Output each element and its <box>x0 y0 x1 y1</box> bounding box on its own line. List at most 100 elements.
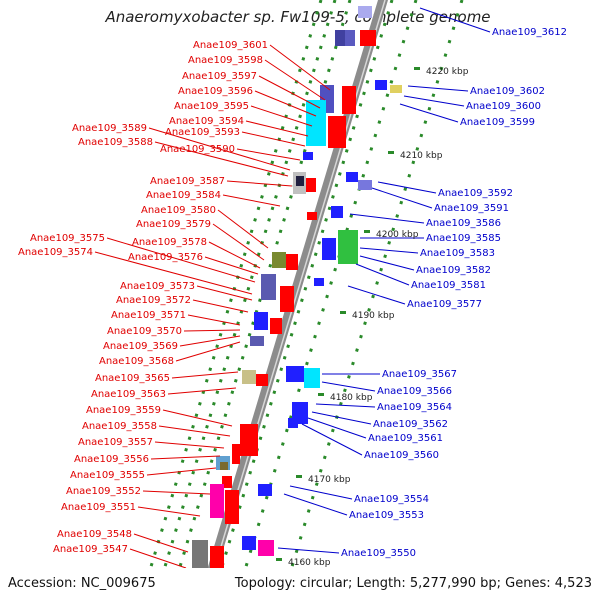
label-connector-forward <box>245 120 309 137</box>
label-connector-forward <box>133 533 189 553</box>
gene-box <box>258 540 274 556</box>
label-connector-reverse <box>407 85 469 92</box>
label-connector-forward <box>226 180 293 187</box>
label-connector-forward <box>148 127 291 171</box>
label-connector-reverse <box>289 485 353 500</box>
gene-label-forward: Anae109_3588 <box>78 137 153 148</box>
gene-box <box>345 30 355 46</box>
kbp-tick-label: 4210 kbp <box>400 151 443 161</box>
label-connector-reverse <box>301 423 363 456</box>
gene-label-reverse: Anae109_3561 <box>368 433 443 444</box>
gene-label-forward: Anae109_3551 <box>61 502 136 513</box>
gene-box <box>331 206 343 218</box>
gene-label-forward: Anae109_3593 <box>165 127 240 138</box>
gene-box <box>314 278 324 286</box>
gene-box <box>358 6 372 18</box>
guide-band <box>139 0 323 600</box>
gene-label-forward: Anae109_3580 <box>141 205 216 216</box>
gene-label-forward: Anae109_3572 <box>116 295 191 306</box>
gene-label-reverse: Anae109_3550 <box>341 548 416 559</box>
gene-label-forward: Anae109_3578 <box>132 237 207 248</box>
label-connector-reverse <box>277 547 340 554</box>
label-connector-forward <box>258 75 321 109</box>
label-connector-forward <box>175 341 241 362</box>
label-connector-forward <box>250 105 313 127</box>
kbp-tick-label: 4200 kbp <box>376 230 419 240</box>
gene-label-forward: Anae109_3579 <box>136 219 211 230</box>
kbp-tick-label: 4170 kbp <box>308 475 351 485</box>
gene-label-forward: Anae109_3556 <box>74 454 149 465</box>
label-connector-forward <box>254 90 317 117</box>
gene-box <box>232 444 240 464</box>
label-connector-forward <box>162 409 233 427</box>
kbp-tick-mark <box>388 151 394 154</box>
gene-label-forward: Anae109_3548 <box>57 529 132 540</box>
gene-box <box>360 30 376 46</box>
label-connector-forward <box>183 329 241 332</box>
gene-box <box>303 152 313 160</box>
label-connector-reverse <box>359 247 419 254</box>
gene-label-reverse: Anae109_3602 <box>470 86 545 97</box>
gene-label-forward: Anae109_3569 <box>103 341 178 352</box>
gene-label-forward: Anae109_3563 <box>91 389 166 400</box>
gene-label-forward: Anae109_3575 <box>30 233 105 244</box>
gene-box <box>258 484 272 496</box>
accession-text: Accession: NC_009675 <box>8 576 156 591</box>
gene-label-forward: Anae109_3576 <box>128 252 203 263</box>
gene-label-reverse: Anae109_3592 <box>438 188 513 199</box>
label-connector-reverse <box>307 417 367 439</box>
label-connector-forward <box>137 506 201 517</box>
gene-box <box>222 476 232 488</box>
gene-label-reverse: Anae109_3564 <box>377 402 452 413</box>
gene-box <box>261 274 276 300</box>
gene-label-forward: Anae109_3573 <box>120 281 195 292</box>
gene-label-reverse: Anae109_3553 <box>349 510 424 521</box>
gene-label-reverse: Anae109_3562 <box>373 419 448 430</box>
gene-box <box>280 286 294 312</box>
topology-text: Topology: circular; Length: 5,277,990 bp… <box>234 576 592 591</box>
gene-label-forward: Anae109_3589 <box>72 123 147 134</box>
label-connector-reverse <box>315 403 376 408</box>
gene-label-forward: Anae109_3559 <box>86 405 161 416</box>
gene-box <box>328 116 346 148</box>
gene-box <box>286 254 298 270</box>
gene-box <box>225 490 239 524</box>
guide-band <box>168 0 352 600</box>
label-connector-reverse <box>321 381 376 392</box>
gene-box <box>254 312 268 330</box>
label-connector-forward <box>171 371 239 379</box>
gene-label-forward: Anae109_3587 <box>150 176 225 187</box>
gene-label-forward: Anae109_3570 <box>107 326 182 337</box>
label-connector-forward <box>269 44 331 91</box>
label-connectors <box>94 7 491 569</box>
guide-band <box>210 0 394 600</box>
gene-label-reverse: Anae109_3585 <box>426 233 501 244</box>
label-connector-forward <box>236 148 301 161</box>
kbp-tick-mark <box>414 67 420 70</box>
gene-box <box>270 318 282 334</box>
gene-label-reverse: Anae109_3581 <box>411 280 486 291</box>
gene-label-forward: Anae109_3552 <box>66 486 141 497</box>
gene-label-forward: Anae109_3595 <box>174 101 249 112</box>
gene-label-reverse: Anae109_3591 <box>434 203 509 214</box>
gene-box <box>256 374 268 386</box>
label-connector-forward <box>212 223 265 261</box>
gene-box <box>250 336 264 346</box>
label-connector-reverse <box>371 187 433 209</box>
gene-boxes <box>186 0 402 600</box>
label-connector-reverse <box>355 263 410 286</box>
gene-box <box>322 238 336 260</box>
label-connector-forward <box>179 335 241 347</box>
gene-label-reverse: Anae109_3577 <box>407 299 482 310</box>
kbp-tick-mark <box>318 393 324 396</box>
gene-label-forward: Anae109_3597 <box>182 71 257 82</box>
kbp-tick-mark <box>340 311 346 314</box>
kbp-tick-label: 4180 kbp <box>330 393 373 403</box>
kbp-tick-label: 4190 kbp <box>352 311 395 321</box>
gene-label-reverse: Anae109_3599 <box>460 117 535 128</box>
gene-label-forward: Anae109_3594 <box>169 116 244 127</box>
label-connector-reverse <box>403 95 465 107</box>
footer-band <box>0 568 600 600</box>
gene-box <box>210 484 224 518</box>
